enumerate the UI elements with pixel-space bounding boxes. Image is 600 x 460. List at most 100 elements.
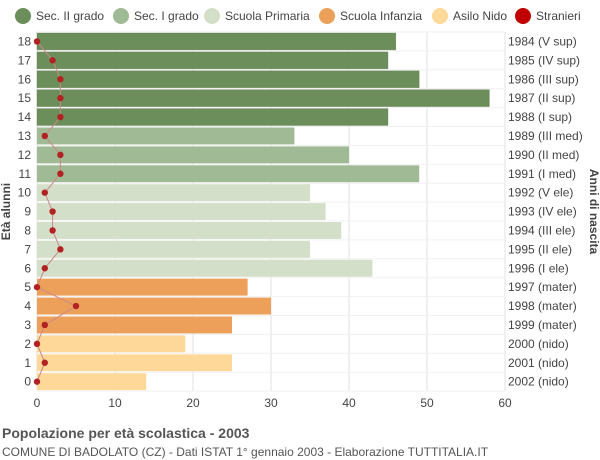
y-tick-label: 18: [18, 34, 32, 48]
y2-axis-title: Anni di nascita: [587, 169, 600, 255]
y2-tick-label: 1995 (II ele): [508, 242, 572, 256]
x-tick-label: 30: [264, 396, 278, 410]
x-tick-label: 60: [498, 396, 512, 410]
y-tick-label: 10: [18, 186, 32, 200]
y2-tick-label: 1998 (mater): [508, 299, 577, 313]
stranieri-point: [49, 227, 56, 234]
bar: [37, 146, 349, 164]
bar: [37, 278, 248, 296]
chart-title: Popolazione per età scolastica - 2003: [2, 425, 250, 441]
stranieri-point: [57, 113, 64, 121]
stranieri-point: [41, 132, 48, 140]
legend-swatch: [515, 8, 531, 24]
y-tick-label: 6: [24, 261, 31, 275]
legend-label: Asilo Nido: [453, 9, 508, 23]
y2-tick-label: 1996 (I ele): [508, 261, 569, 275]
y-tick-label: 11: [19, 167, 32, 181]
stranieri-point: [33, 378, 41, 385]
x-tick-label: 50: [420, 396, 434, 410]
legend-item-scuola-primaria: Scuola Primaria: [204, 7, 310, 25]
legend-label: Sec. I grado: [134, 9, 199, 23]
legend-swatch: [15, 8, 31, 24]
bar: [36, 108, 389, 126]
stranieri-point: [57, 94, 64, 102]
bar: [37, 127, 295, 145]
bar: [37, 222, 342, 239]
y2-tick-label: 1985 (IV sup): [508, 53, 580, 67]
y-tick-label: 17: [18, 53, 32, 67]
stranieri-point: [41, 265, 48, 272]
bar: [36, 32, 397, 51]
bar-chart: 18 1984 (V sup)17 1985 (IV sup)16 1986 (III…: [0, 31, 600, 410]
bar: [36, 89, 490, 107]
y-tick-label: 13: [18, 129, 32, 143]
legend-item-sec-ii-grado: Sec. II grado: [15, 7, 104, 25]
y2-tick-label: 1999 (mater): [508, 318, 577, 332]
legend-label: Scuola Infanzia: [340, 9, 423, 23]
y-tick-label: 1: [24, 356, 31, 370]
stranieri-point: [57, 170, 64, 177]
bar: [36, 70, 420, 89]
x-tick-label: 10: [108, 396, 122, 410]
bar: [37, 240, 310, 258]
y-tick-label: 0: [24, 375, 31, 389]
y2-tick-label: 1984 (V sup): [508, 34, 577, 48]
y-tick-label: 4: [24, 299, 31, 313]
legend-item-scuola-infanzia: Scuola Infanzia: [319, 7, 422, 25]
stranieri-point: [33, 38, 41, 45]
stranieri-point: [33, 340, 41, 348]
bar: [36, 51, 389, 70]
y2-tick-label: 2002 (nido): [508, 375, 569, 389]
legend-swatch: [432, 8, 448, 24]
y-tick-label: 5: [24, 280, 31, 294]
y2-tick-label: 1997 (mater): [508, 280, 577, 294]
x-tick-label: 40: [342, 396, 356, 410]
bar: [37, 297, 271, 315]
legend-label: Scuola Primaria: [225, 9, 310, 23]
stranieri-point: [41, 189, 48, 196]
stranieri-point: [57, 246, 64, 253]
legend-item-stranieri: Stranieri: [515, 7, 581, 25]
bar: [37, 335, 186, 353]
x-tick-label: 0: [34, 396, 41, 410]
legend-swatch: [113, 8, 129, 24]
bar: [37, 354, 232, 372]
y2-tick-label: 2001 (nido): [508, 356, 569, 370]
y-tick-label: 15: [18, 91, 32, 105]
y-tick-label: 16: [18, 72, 32, 86]
y2-tick-label: 1987 (II sup): [508, 91, 575, 105]
legend-swatch: [204, 8, 220, 24]
y2-tick-label: 2000 (nido): [508, 337, 569, 351]
y2-tick-label: 1986 (III sup): [508, 72, 579, 86]
stranieri-point: [57, 151, 64, 159]
bar: [37, 165, 420, 183]
bar: [37, 373, 147, 391]
legend-label: Stranieri: [536, 9, 581, 23]
legend-item-sec-i-grado: Sec. I grado: [113, 7, 199, 25]
legend-item-asilo-nido: Asilo Nido: [432, 7, 507, 25]
stranieri-point: [49, 57, 56, 64]
stranieri-point: [41, 321, 48, 329]
y-tick-label: 8: [24, 223, 31, 237]
y-tick-label: 7: [24, 242, 31, 256]
y-tick-label: 14: [18, 110, 32, 124]
y-tick-label: 9: [24, 205, 31, 219]
y2-tick-label: 1994 (III ele): [508, 223, 575, 237]
stranieri-point: [72, 302, 80, 310]
stranieri-point: [49, 208, 56, 215]
y-tick-label: 12: [18, 148, 32, 162]
bar: [37, 203, 326, 220]
stranieri-point: [41, 359, 48, 366]
legend-swatch: [319, 8, 335, 24]
bar: [37, 184, 310, 202]
y-tick-label: 2: [24, 337, 31, 351]
bar: [37, 316, 232, 334]
chart-subtitle: COMUNE DI BADOLATO (CZ) - Dati ISTAT 1° …: [2, 445, 489, 459]
y2-tick-label: 1993 (IV ele): [508, 205, 577, 219]
y2-tick-label: 1989 (III med): [508, 129, 583, 143]
y-axis-title: Età alunni: [0, 183, 13, 240]
bar: [37, 259, 373, 277]
y2-tick-label: 1991 (I med): [508, 167, 576, 181]
y-tick-label: 3: [24, 318, 31, 332]
y2-tick-label: 1990 (II med): [508, 148, 579, 162]
